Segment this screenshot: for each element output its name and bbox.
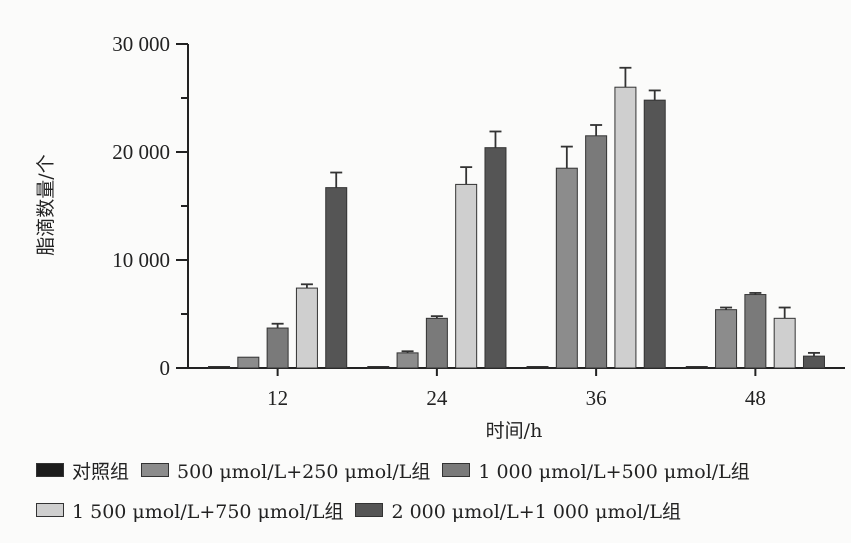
bar [367, 366, 390, 369]
bar [396, 352, 419, 369]
legend-row-2: 1 500 μmol/L+750 μmol/L组 2 000 μmol/L+1 … [36, 494, 846, 526]
legend-row-1: 对照组 500 μmol/L+250 μmol/L组 1 000 μmol/L+… [36, 454, 846, 486]
legend-item-control: 对照组 [36, 457, 129, 484]
legend-swatch-2000 [355, 503, 384, 517]
bar [425, 317, 448, 369]
bar [455, 183, 478, 369]
x-tick-label: 12 [267, 386, 288, 410]
y-tick-label: 20 000 [112, 140, 170, 164]
bar [237, 356, 260, 369]
legend-label-500: 500 μmol/L+250 μmol/L组 [177, 460, 431, 483]
legend-swatch-1500 [36, 503, 64, 517]
legend-swatch-1000 [442, 463, 471, 477]
x-axis-title: 时间/h [486, 420, 543, 442]
bar [266, 327, 289, 369]
legend-swatch-control [36, 463, 64, 477]
bar-chart: 0 10 000 20 000 30 000 12 24 36 48 脂滴数量/个 时间/h [35, 32, 845, 442]
bar [208, 366, 231, 369]
x-tick-label: 36 [586, 386, 607, 410]
bar [802, 355, 825, 369]
bar [325, 187, 348, 369]
y-tick-label: 0 [160, 356, 171, 380]
bars [208, 66, 825, 369]
x-tick-label: 48 [745, 386, 766, 410]
legend-item-500: 500 μmol/L+250 μmol/L组 [141, 457, 430, 484]
legend: 对照组 500 μmol/L+250 μmol/L组 1 000 μmol/L+… [36, 454, 846, 534]
x-tick-label: 24 [426, 386, 448, 410]
y-tick-label: 30 000 [112, 32, 170, 56]
legend-item-2000: 2 000 μmol/L+1 000 μmol/L组 [355, 497, 681, 524]
legend-swatch-500 [141, 463, 170, 477]
legend-label-1500: 1 500 μmol/L+750 μmol/L组 [72, 500, 344, 523]
bar [744, 294, 767, 369]
bar [614, 86, 637, 369]
bar [773, 317, 796, 369]
legend-label-1000: 1 000 μmol/L+500 μmol/L组 [478, 460, 750, 483]
bar [715, 309, 738, 369]
bar [555, 167, 578, 369]
bar [526, 366, 549, 369]
y-axis-title: 脂滴数量/个 [35, 154, 57, 255]
bar [685, 366, 708, 369]
bar [643, 99, 666, 369]
legend-label-control: 对照组 [72, 460, 130, 483]
bar [585, 135, 608, 369]
legend-item-1500: 1 500 μmol/L+750 μmol/L组 [36, 497, 343, 524]
legend-label-2000: 2 000 μmol/L+1 000 μmol/L组 [391, 500, 682, 523]
bar [484, 147, 507, 369]
bar [295, 287, 318, 369]
legend-item-1000: 1 000 μmol/L+500 μmol/L组 [442, 457, 750, 484]
y-tick-label: 10 000 [112, 248, 170, 272]
